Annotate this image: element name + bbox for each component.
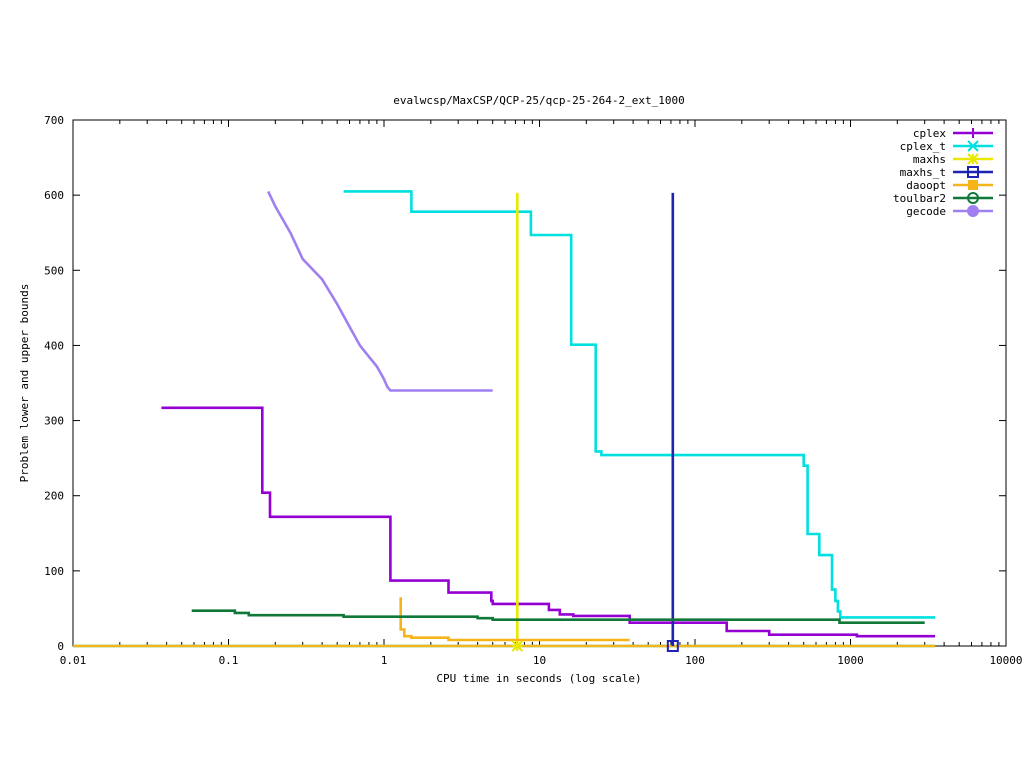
x-tick-label: 100 (685, 654, 705, 667)
series-maxhs-t-marker (666, 640, 679, 652)
legend-marker-toulbar2 (967, 192, 979, 204)
legend-marker-cplex (968, 128, 978, 138)
legend-marker-maxhs (967, 153, 979, 165)
series-gecode-line (267, 190, 493, 392)
x-axis-label: CPU time in seconds (log scale) (436, 672, 641, 685)
y-tick-label: 100 (44, 565, 64, 578)
y-tick-label: 200 (44, 490, 64, 503)
chart-title: evalwcsp/MaxCSP/QCP-25/qcp-25-264-2_ext_… (393, 94, 684, 107)
legend-marker-gecode (967, 205, 979, 217)
legend-label-gecode: gecode (906, 205, 946, 218)
x-tick-label: 1 (381, 654, 388, 667)
x-tick-label: 0.1 (219, 654, 239, 667)
series-lines (73, 190, 936, 652)
y-tick-label: 700 (44, 114, 64, 127)
series-toulbar2-line (191, 609, 925, 625)
series-cplex-line (161, 406, 936, 638)
series-maxhs-marker (511, 640, 524, 652)
legend-label-maxhs: maxhs (913, 153, 946, 166)
series-cplex-t-line (343, 190, 936, 619)
legend-label-cplex: cplex (913, 127, 946, 140)
legend-label-maxhs-t: maxhs_t (900, 166, 946, 179)
legend-label-toulbar2: toulbar2 (893, 192, 946, 205)
y-tick-label: 600 (44, 189, 64, 202)
x-tick-label: 10000 (989, 654, 1022, 667)
y-tick-label: 300 (44, 415, 64, 428)
y-axis-label: Problem lower and upper bounds (18, 284, 31, 483)
legend-marker-daoopt (968, 180, 978, 190)
axes (72, 119, 1007, 647)
legend-label-cplex-t: cplex_t (900, 140, 946, 153)
y-tick-label: 500 (44, 264, 64, 277)
legend-marker-maxhs-t (967, 166, 979, 178)
ticks: 0.01 0.1 1 10 100 1000 10000 0 100 200 300 400 500 60… (44, 114, 1022, 667)
x-tick-label: 10 (533, 654, 546, 667)
y-tick-label: 400 (44, 339, 64, 352)
series-daoopt-line (399, 597, 630, 642)
y-tick-label: 0 (57, 640, 64, 653)
legend-marker-cplex-t (967, 140, 979, 152)
legend: cplexcplex_tmaxhsmaxhs_tdaoopttoulbar2ge… (893, 127, 993, 218)
x-tick-label: 0.01 (60, 654, 87, 667)
x-tick-label: 1000 (837, 654, 864, 667)
legend-label-daoopt: daoopt (906, 179, 946, 192)
plot-frame (72, 119, 1007, 647)
